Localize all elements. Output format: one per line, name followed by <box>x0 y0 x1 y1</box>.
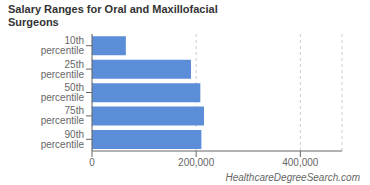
svg-text:200,000: 200,000 <box>178 157 215 168</box>
svg-text:90thpercentile: 90thpercentile <box>41 129 85 150</box>
svg-text:10thpercentile: 10thpercentile <box>41 35 85 56</box>
svg-text:75thpercentile: 75thpercentile <box>41 105 85 126</box>
html-text:HealthcareDegreeSearch.com: HealthcareDegreeSearch.com <box>225 172 360 183</box>
svg-text:50thpercentile: 50thpercentile <box>41 82 85 103</box>
html-text:Surgeons: Surgeons <box>8 16 59 28</box>
html-text:Salary Ranges for Oral and Max: Salary Ranges for Oral and Maxillofacial <box>8 3 218 15</box>
svg-text:400,000: 400,000 <box>282 157 319 168</box>
svg-text:25thpercentile: 25thpercentile <box>41 59 85 80</box>
svg-text:0: 0 <box>89 157 95 168</box>
